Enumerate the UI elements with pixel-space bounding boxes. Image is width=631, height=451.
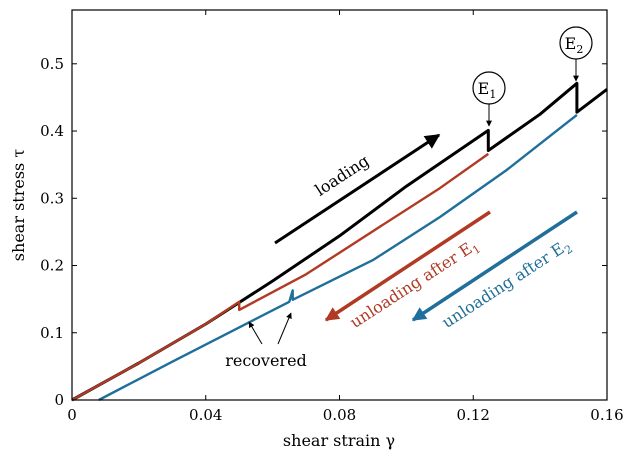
series-layer bbox=[71, 81, 608, 402]
y-tick-label: 0.4 bbox=[40, 122, 64, 140]
y-axis-ticks: 0 0.1 0.2 0.3 0.4 0.5 bbox=[40, 55, 607, 409]
unloading-e1-arrow bbox=[324, 210, 491, 322]
unloading-e2-arrow bbox=[411, 210, 578, 322]
series-line-1 bbox=[71, 81, 608, 402]
x-tick-label: 0.08 bbox=[323, 406, 356, 424]
plot-frame bbox=[71, 9, 608, 401]
y-tick-label: 0.2 bbox=[40, 257, 64, 275]
loading-label: loading bbox=[312, 151, 373, 200]
y-axis-label: shear stress τ bbox=[9, 149, 28, 262]
recovered-arrow-right bbox=[277, 312, 292, 345]
x-tick-label: 0.16 bbox=[590, 406, 623, 424]
recovered-arrow-left bbox=[248, 321, 263, 345]
recovered-label: recovered bbox=[225, 351, 307, 370]
x-tick-label: 0.04 bbox=[189, 406, 222, 424]
x-axis-label: shear strain γ bbox=[283, 431, 395, 450]
x-axis-ticks: 0 0.04 0.08 0.12 0.16 bbox=[67, 10, 624, 424]
y-tick-label: 0 bbox=[54, 391, 64, 409]
x-tick-label: 0 bbox=[67, 406, 77, 424]
e1-marker-label: E1 bbox=[478, 79, 497, 101]
series-line-3 bbox=[98, 113, 578, 402]
x-tick-label: 0.12 bbox=[457, 406, 490, 424]
e2-marker-label: E2 bbox=[565, 34, 584, 56]
loading-arrow bbox=[274, 133, 441, 245]
series-line-2 bbox=[71, 152, 489, 402]
y-tick-label: 0.5 bbox=[40, 55, 64, 73]
y-tick-label: 0.1 bbox=[40, 324, 64, 342]
y-tick-label: 0.3 bbox=[40, 189, 64, 207]
